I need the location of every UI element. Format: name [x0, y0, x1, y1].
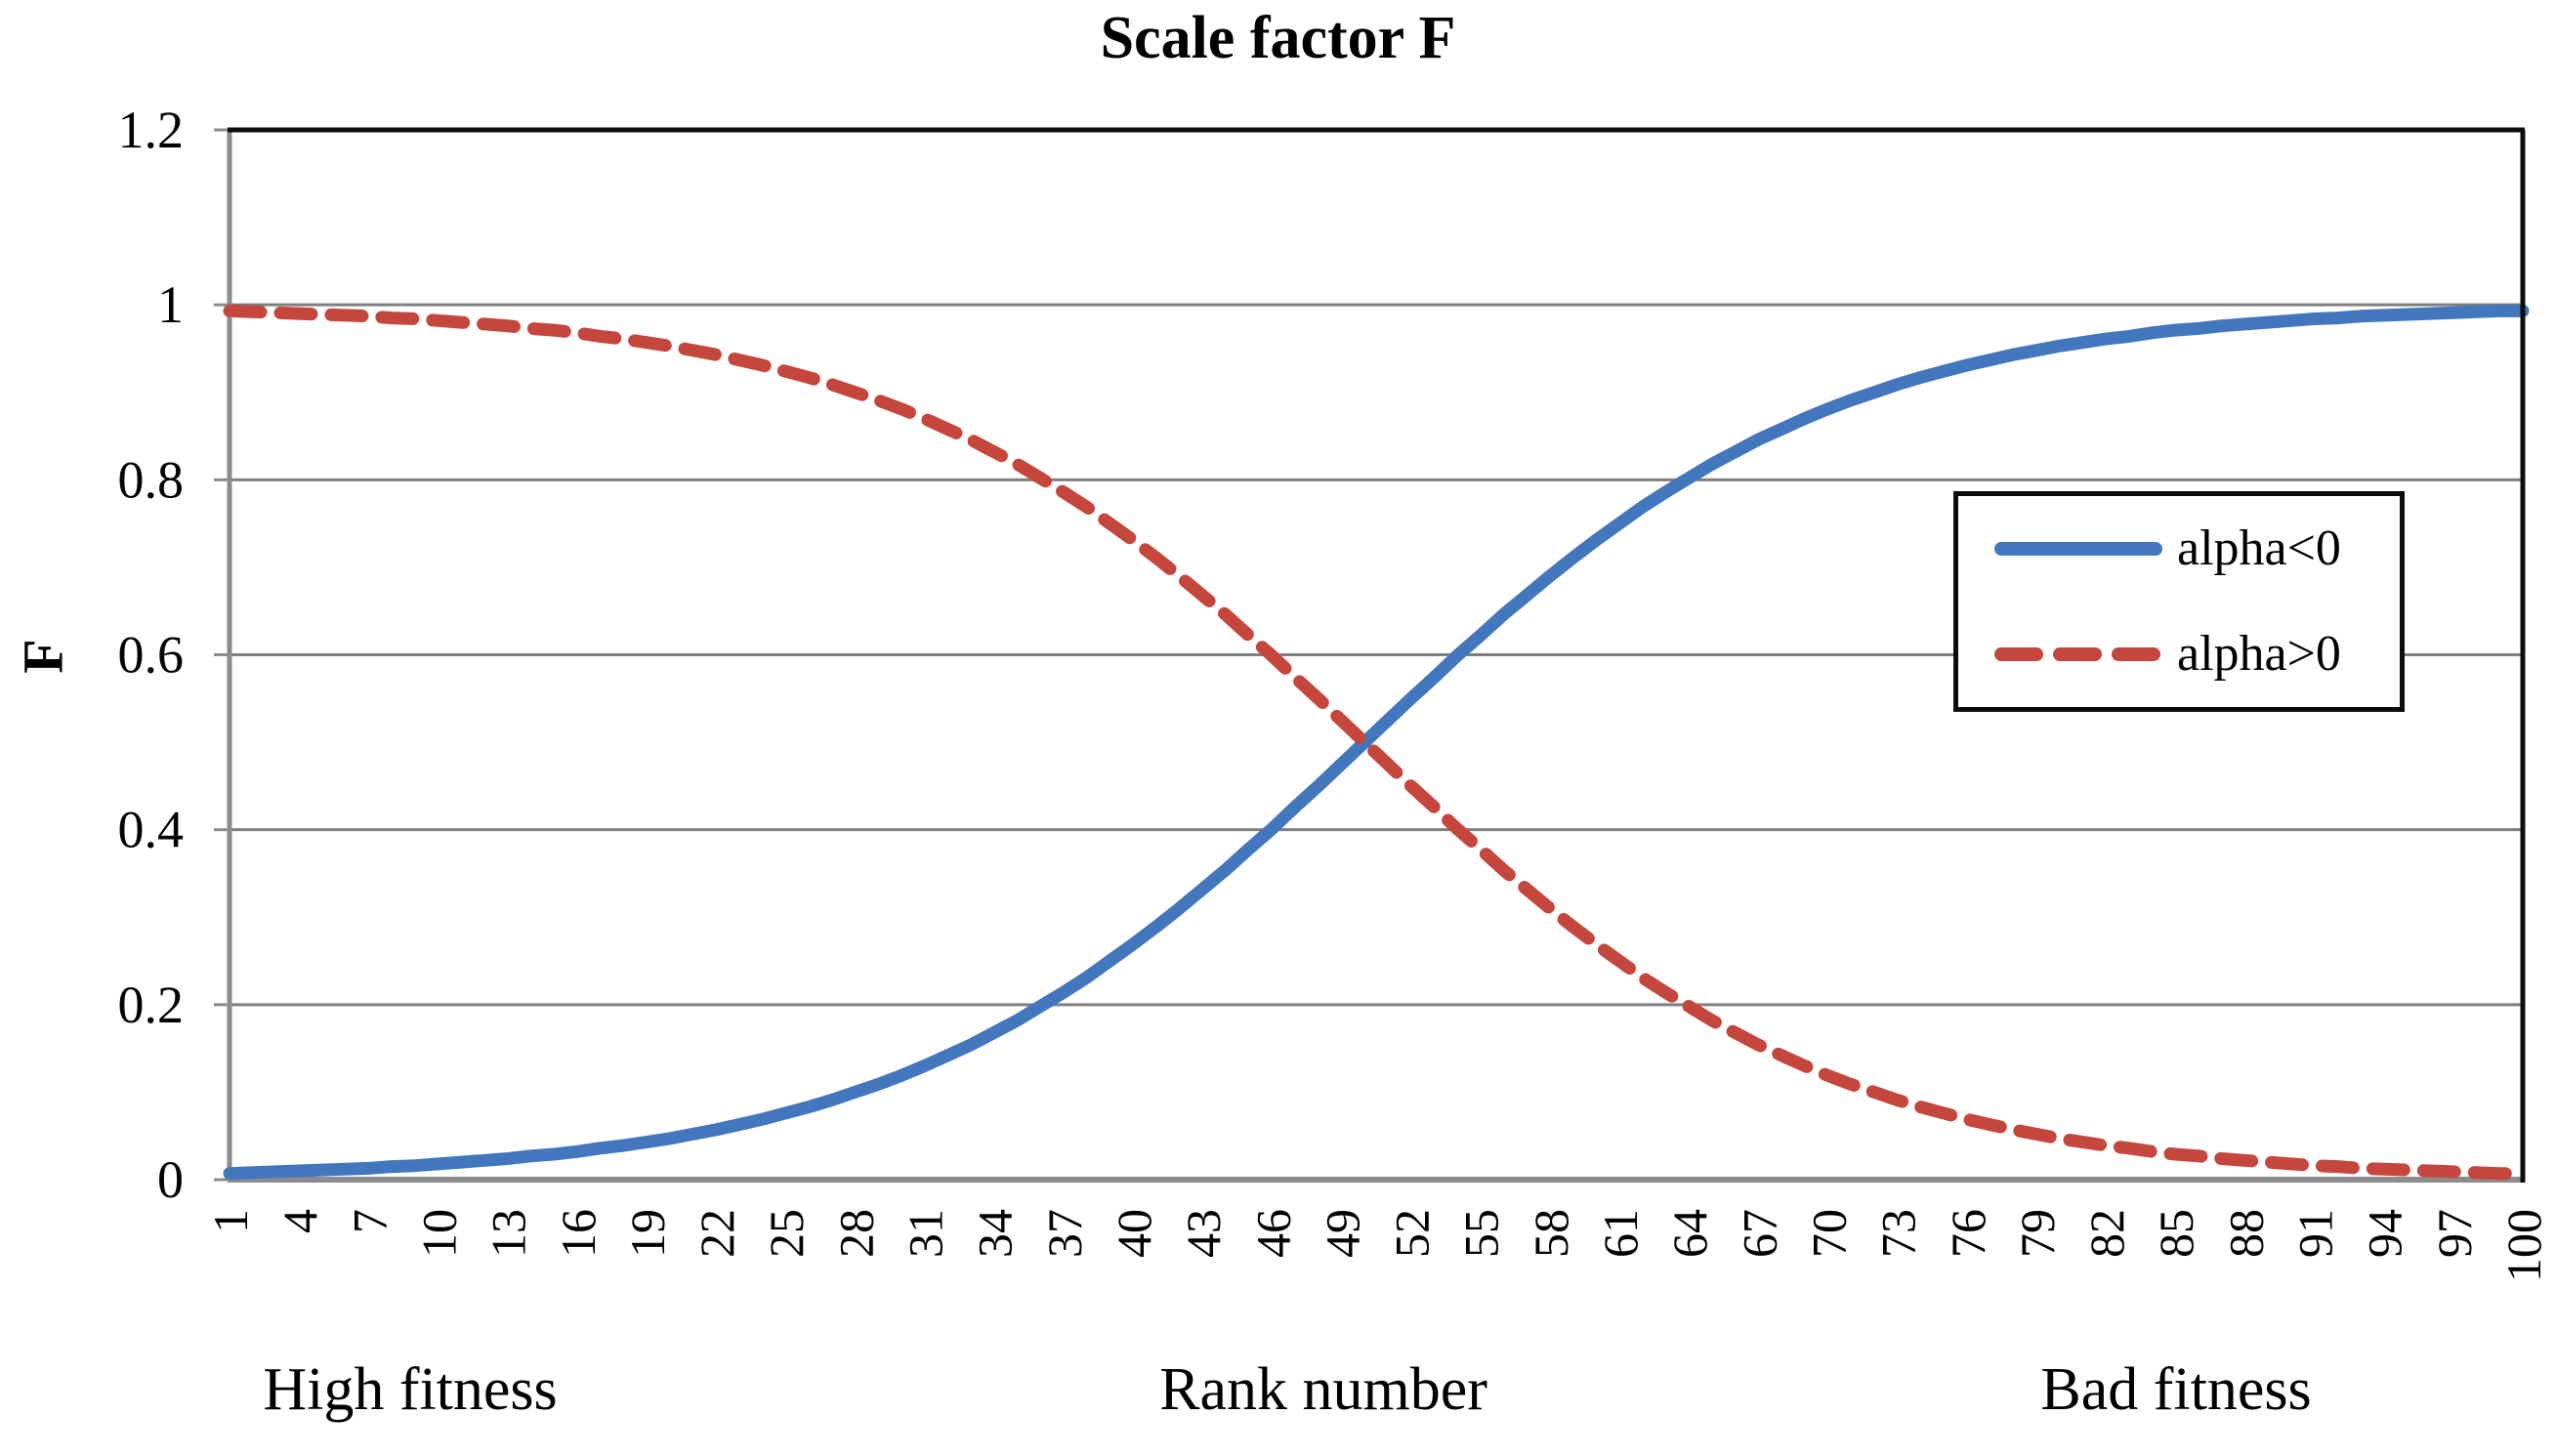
x-tick-label: 7 [342, 1209, 397, 1233]
annotation-bad-fitness: Bad fitness [2040, 1356, 2312, 1423]
x-tick-label: 31 [899, 1209, 953, 1258]
x-tick-label: 61 [1593, 1209, 1648, 1258]
x-tick-label: 1 [203, 1209, 258, 1233]
x-tick-label: 28 [828, 1209, 883, 1258]
x-tick-label: 19 [620, 1209, 675, 1258]
x-tick-label: 73 [1871, 1209, 1926, 1258]
legend-item-alpha-lt-0: alpha<0 [1993, 523, 2400, 574]
x-tick-label: 82 [2079, 1209, 2134, 1258]
solid-line-icon [1994, 542, 2162, 556]
x-tick-label: 55 [1454, 1209, 1509, 1258]
x-tick-label: 34 [968, 1209, 1023, 1258]
x-tick-label: 94 [2358, 1209, 2412, 1258]
annotation-high-fitness: High fitness [263, 1356, 558, 1423]
x-tick-label: 91 [2288, 1209, 2343, 1258]
x-tick-label: 46 [1245, 1209, 1300, 1258]
x-tick-label: 16 [551, 1209, 606, 1258]
x-tick-label: 70 [1801, 1209, 1856, 1258]
curve-alpha-0 [223, 304, 2530, 1181]
y-tick-label: 0.8 [118, 450, 185, 509]
x-tick-label: 64 [1662, 1209, 1717, 1258]
x-tick-label: 25 [759, 1209, 814, 1258]
y-tick-label: 1.2 [118, 101, 185, 159]
x-tick-label: 79 [2010, 1209, 2065, 1258]
y-tick-label: 0 [157, 1150, 184, 1209]
legend-label-alpha-gt-0: alpha>0 [2177, 626, 2341, 682]
x-tick-label: 10 [411, 1209, 466, 1258]
curve-alpha-0 [223, 304, 2530, 1181]
x-tick-label: 43 [1176, 1209, 1231, 1258]
x-tick-label: 13 [482, 1209, 536, 1258]
legend-item-alpha-gt-0: alpha>0 [1993, 629, 2400, 680]
chart-title: Scale factor F [1100, 5, 1456, 71]
x-tick-label: 88 [2218, 1209, 2273, 1258]
x-tick-label: 4 [272, 1209, 327, 1233]
x-tick-label: 85 [2149, 1209, 2203, 1258]
x-tick-label: 67 [1732, 1209, 1786, 1258]
x-tick-label: 100 [2496, 1209, 2551, 1282]
y-tick-label: 0.6 [118, 626, 185, 685]
x-tick-label: 49 [1315, 1209, 1369, 1258]
x-tick-label: 52 [1385, 1209, 1440, 1258]
legend: alpha<0 alpha>0 [1953, 491, 2405, 712]
x-tick-label: 37 [1037, 1209, 1092, 1258]
x-tick-label: 22 [690, 1209, 744, 1258]
y-tick-label: 1 [157, 275, 184, 334]
x-axis-title: Rank number [1159, 1356, 1488, 1423]
x-tick-label: 97 [2427, 1209, 2482, 1258]
x-tick-label: 40 [1107, 1209, 1161, 1258]
x-tick-label: 58 [1524, 1209, 1578, 1258]
x-tick-label: 76 [1941, 1209, 1995, 1258]
dashed-line-icon [1994, 647, 2162, 661]
legend-label-alpha-lt-0: alpha<0 [2177, 520, 2341, 576]
y-tick-label: 0.4 [118, 801, 185, 859]
y-tick-label: 0.2 [118, 976, 185, 1034]
